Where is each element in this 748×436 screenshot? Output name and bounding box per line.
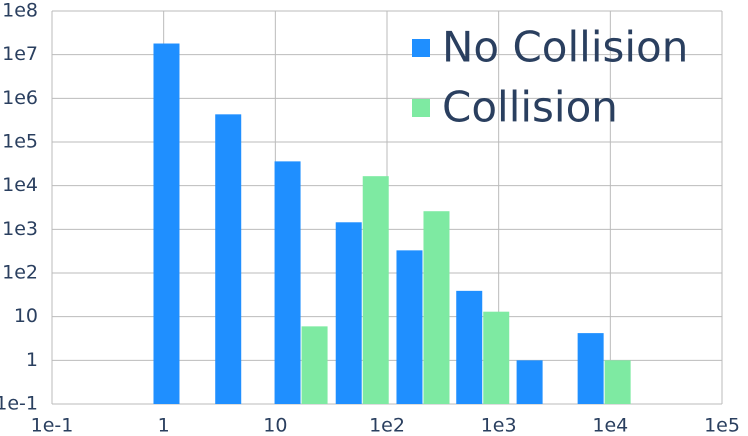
bar <box>301 326 328 404</box>
y-tick-label: 1e7 <box>2 43 38 65</box>
x-tick-label: 1e4 <box>592 415 628 436</box>
bar <box>423 211 450 404</box>
x-tick-label: 10 <box>263 415 287 436</box>
bar <box>362 176 389 404</box>
bar <box>215 114 242 404</box>
bar <box>456 290 483 404</box>
bar <box>483 311 510 404</box>
y-tick-label: 1e8 <box>2 0 38 22</box>
legend-swatch <box>412 39 430 57</box>
legend-label: Collision <box>442 83 618 132</box>
bar <box>577 333 604 404</box>
y-tick-label: 1e5 <box>2 131 38 153</box>
bar <box>335 222 362 404</box>
x-tick-label: 1e2 <box>369 415 405 436</box>
legend-swatch <box>412 99 430 117</box>
bar <box>153 43 180 404</box>
y-tick-label: 1e4 <box>2 174 38 196</box>
x-tick-label: 1e-1 <box>31 415 74 436</box>
x-tick-label: 1 <box>158 415 170 436</box>
legend-label: No Collision <box>442 23 688 72</box>
y-tick-label: 1e3 <box>2 218 38 240</box>
y-tick-label: 1e2 <box>2 262 38 284</box>
y-tick-label: 10 <box>14 305 38 327</box>
y-tick-label: 1e6 <box>2 87 38 109</box>
x-tick-label: 1e3 <box>481 415 517 436</box>
y-tick-label: 1 <box>26 349 38 371</box>
y-tick-label: 1e-1 <box>0 393 38 415</box>
bar <box>604 360 631 404</box>
x-tick-label: 1e5 <box>704 415 740 436</box>
bar <box>396 250 423 404</box>
bar <box>516 360 543 404</box>
bar <box>274 161 301 404</box>
